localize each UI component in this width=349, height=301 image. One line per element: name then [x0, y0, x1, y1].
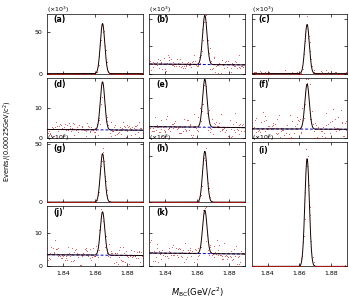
Text: (j): (j) [54, 208, 64, 217]
Text: $(\times10^3)$: $(\times10^3)$ [149, 133, 172, 143]
Text: $(\times10^3)$: $(\times10^3)$ [47, 133, 69, 143]
Text: (f): (f) [258, 79, 269, 88]
Text: (c): (c) [258, 15, 270, 24]
Text: $(\times10^3)$: $(\times10^3)$ [47, 4, 69, 15]
Text: $(\times10^3)$: $(\times10^3)$ [252, 4, 274, 15]
Text: $M_{\rm BC}$(GeV/$c^2$): $M_{\rm BC}$(GeV/$c^2$) [171, 286, 223, 299]
Text: (h): (h) [156, 144, 169, 153]
Text: Events/(0.00025GeV/$c^2$): Events/(0.00025GeV/$c^2$) [2, 101, 14, 182]
Text: $(\times10^3)$: $(\times10^3)$ [252, 133, 274, 143]
Text: (e): (e) [156, 79, 168, 88]
Text: (i): (i) [258, 146, 268, 155]
Text: (a): (a) [54, 15, 66, 24]
Text: (d): (d) [54, 79, 66, 88]
Text: (k): (k) [156, 208, 168, 217]
Text: (b): (b) [156, 15, 169, 24]
Text: $(\times10^3)$: $(\times10^3)$ [149, 4, 172, 15]
Text: (g): (g) [54, 144, 66, 153]
